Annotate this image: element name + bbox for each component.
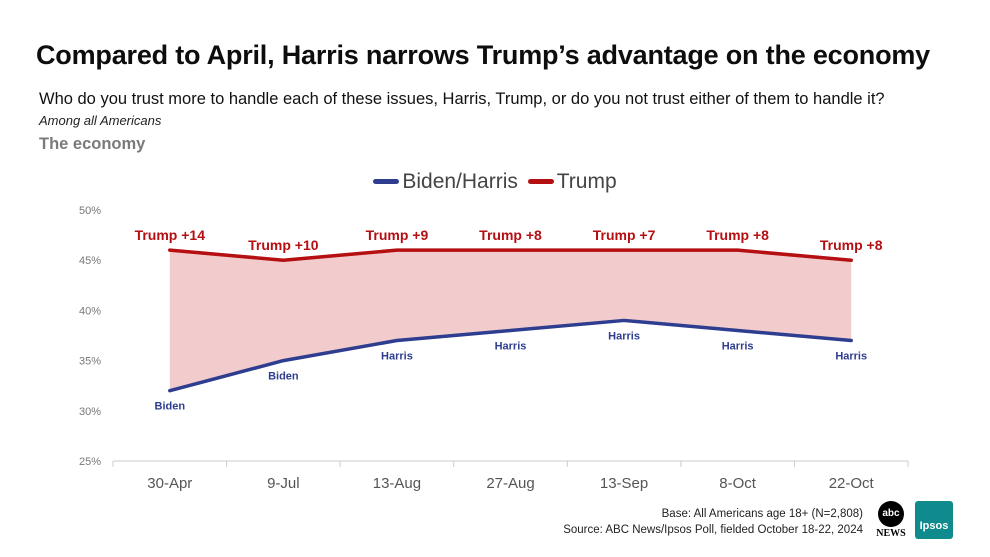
gap-shading xyxy=(169,250,852,391)
legend-item-trump: Trump xyxy=(527,169,617,194)
data-label-biden: Harris xyxy=(608,330,640,342)
x-tick-label: 30-Apr xyxy=(147,475,192,492)
legend: Biden/Harris Trump xyxy=(0,166,990,194)
y-tick-label: 40% xyxy=(79,305,101,317)
source-note: Source: ABC News/Ipsos Poll, fielded Oct… xyxy=(563,524,863,536)
base-note: Base: All Americans age 18+ (N=2,808) xyxy=(661,508,863,520)
issue-subhead: The economy xyxy=(39,135,146,153)
data-label-biden: Harris xyxy=(495,340,527,352)
x-tick-label: 13-Aug xyxy=(373,475,421,492)
legend-item-biden: Biden/Harris xyxy=(373,170,518,194)
chart-title: Compared to April, Harris narrows Trump’… xyxy=(36,40,930,70)
survey-question: Who do you trust more to handle each of … xyxy=(39,90,885,108)
data-label-trump: Trump +10 xyxy=(248,237,319,253)
data-label-biden: Harris xyxy=(835,351,867,363)
data-label-biden: Harris xyxy=(722,340,754,352)
data-label-trump: Trump +8 xyxy=(479,227,542,243)
x-tick-label: 27-Aug xyxy=(486,475,534,492)
data-label-trump: Trump +14 xyxy=(135,227,206,243)
legend-label-trump: Trump xyxy=(556,169,617,193)
series-line-biden xyxy=(168,318,853,393)
y-tick-label: 25% xyxy=(79,456,101,468)
data-label-biden: Biden xyxy=(155,401,186,413)
y-tick-label: 50% xyxy=(79,205,101,217)
data-label-trump: Trump +8 xyxy=(706,227,769,243)
legend-swatch-biden xyxy=(373,179,400,184)
x-tick-label: 13-Sep xyxy=(600,475,648,492)
data-label-biden: Biden xyxy=(268,371,299,383)
abc-logo-mark: abc xyxy=(878,501,904,527)
legend-label-biden: Biden/Harris xyxy=(402,169,518,193)
x-tick-label: 22-Oct xyxy=(829,475,875,492)
data-label-trump: Trump +9 xyxy=(366,227,429,243)
abc-logo-news: NEWS xyxy=(876,528,906,539)
data-label-biden: Harris xyxy=(381,351,413,363)
x-tick-label: 8-Oct xyxy=(719,475,757,492)
y-tick-label: 35% xyxy=(79,356,101,368)
legend-swatch-trump xyxy=(527,179,554,184)
series-line-trump xyxy=(168,248,853,262)
abc-news-logo: abc NEWS xyxy=(873,501,909,541)
y-tick-label: 30% xyxy=(79,406,101,418)
population-note: Among all Americans xyxy=(39,113,162,128)
data-label-trump: Trump +7 xyxy=(593,227,656,243)
y-tick-label: 45% xyxy=(79,255,101,267)
data-label-trump: Trump +8 xyxy=(820,237,883,253)
x-tick-label: 9-Jul xyxy=(267,475,300,492)
ipsos-logo: Ipsos xyxy=(915,501,953,539)
